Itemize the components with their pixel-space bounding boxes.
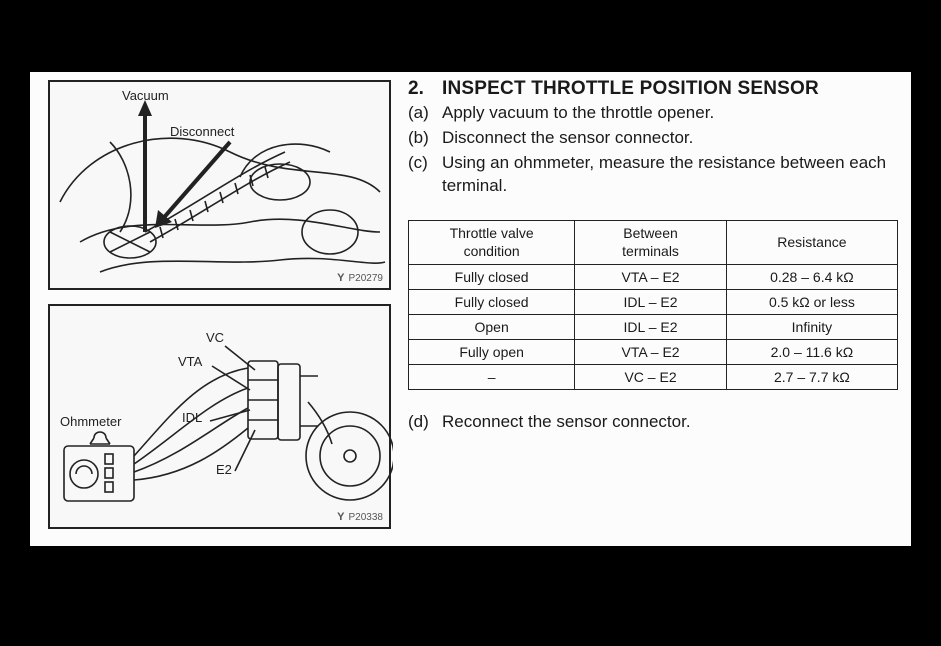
table-row: Fully closed VTA – E2 0.28 – 6.4 kΩ xyxy=(409,265,898,290)
cell: Fully closed xyxy=(409,290,575,315)
table-row: Fully closed IDL – E2 0.5 kΩ or less xyxy=(409,290,898,315)
cell: IDL – E2 xyxy=(575,315,727,340)
resistance-spec-table: Throttle valvecondition Betweenterminals… xyxy=(408,220,898,390)
step-item-b: (b) Disconnect the sensor connector. xyxy=(408,127,898,150)
cell: IDL – E2 xyxy=(575,290,727,315)
step-text: Reconnect the sensor connector. xyxy=(442,412,898,432)
cell: 0.5 kΩ or less xyxy=(726,290,897,315)
cell: VTA – E2 xyxy=(575,340,727,365)
step-letter: (a) xyxy=(408,102,442,125)
label-vta: VTA xyxy=(178,354,202,369)
table-body: Fully closed VTA – E2 0.28 – 6.4 kΩ Full… xyxy=(409,265,898,390)
cell: Fully open xyxy=(409,340,575,365)
figure-throttle-opener: Vacuum Disconnect YP20279 xyxy=(48,80,391,290)
label-disconnect: Disconnect xyxy=(170,124,234,139)
manual-page: Vacuum Disconnect YP20279 xyxy=(30,72,911,546)
step-letter: (d) xyxy=(408,412,442,432)
figure-1-sketch xyxy=(50,82,393,292)
cell: VC – E2 xyxy=(575,365,727,390)
step-text: Apply vacuum to the throttle opener. xyxy=(442,102,898,125)
cell: 2.7 – 7.7 kΩ xyxy=(726,365,897,390)
th-terminals: Betweenterminals xyxy=(575,221,727,265)
step-number: 2. xyxy=(408,78,442,100)
step-title: INSPECT THROTTLE POSITION SENSOR xyxy=(442,78,819,100)
step-text: Using an ohmmeter, measure the resistanc… xyxy=(442,152,898,198)
step-item-a: (a) Apply vacuum to the throttle opener. xyxy=(408,102,898,125)
step-letter: (b) xyxy=(408,127,442,150)
table-row: Fully open VTA – E2 2.0 – 11.6 kΩ xyxy=(409,340,898,365)
step-letter: (c) xyxy=(408,152,442,175)
label-e2: E2 xyxy=(216,462,232,477)
label-vacuum: Vacuum xyxy=(122,88,169,103)
table-row: – VC – E2 2.7 – 7.7 kΩ xyxy=(409,365,898,390)
step-item-c: (c) Using an ohmmeter, measure the resis… xyxy=(408,152,898,198)
table-row: Open IDL – E2 Infinity xyxy=(409,315,898,340)
cell: VTA – E2 xyxy=(575,265,727,290)
step-item-d: (d) Reconnect the sensor connector. xyxy=(408,412,898,432)
cell: 2.0 – 11.6 kΩ xyxy=(726,340,897,365)
label-vc: VC xyxy=(206,330,224,345)
th-resistance: Resistance xyxy=(726,221,897,265)
th-condition: Throttle valvecondition xyxy=(409,221,575,265)
instructions-block: 2. INSPECT THROTTLE POSITION SENSOR (a) … xyxy=(408,78,898,198)
table-header-row: Throttle valvecondition Betweenterminals… xyxy=(409,221,898,265)
label-idl: IDL xyxy=(182,410,202,425)
figure-1-code: YP20279 xyxy=(337,272,383,284)
cell: Fully closed xyxy=(409,265,575,290)
cell: Infinity xyxy=(726,315,897,340)
cell: Open xyxy=(409,315,575,340)
figure-2-code: YP20338 xyxy=(337,511,383,523)
figure-ohmmeter: Ohmmeter VC VTA IDL E2 YP20338 xyxy=(48,304,391,529)
cell: – xyxy=(409,365,575,390)
step-text: Disconnect the sensor connector. xyxy=(442,127,898,150)
cell: 0.28 – 6.4 kΩ xyxy=(726,265,897,290)
label-ohmmeter: Ohmmeter xyxy=(60,414,121,429)
step-header: 2. INSPECT THROTTLE POSITION SENSOR xyxy=(408,78,898,100)
